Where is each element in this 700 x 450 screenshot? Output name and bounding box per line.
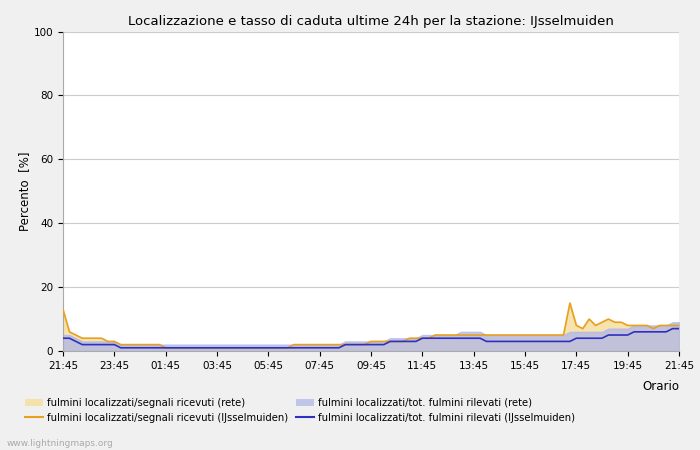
Title: Localizzazione e tasso di caduta ultime 24h per la stazione: IJsselmuiden: Localizzazione e tasso di caduta ultime … xyxy=(128,14,614,27)
Text: Orario: Orario xyxy=(642,380,679,393)
Legend: fulmini localizzati/segnali ricevuti (rete), fulmini localizzati/segnali ricevut: fulmini localizzati/segnali ricevuti (re… xyxy=(25,397,575,423)
Text: www.lightningmaps.org: www.lightningmaps.org xyxy=(7,439,113,448)
Y-axis label: Percento  [%]: Percento [%] xyxy=(18,152,31,231)
